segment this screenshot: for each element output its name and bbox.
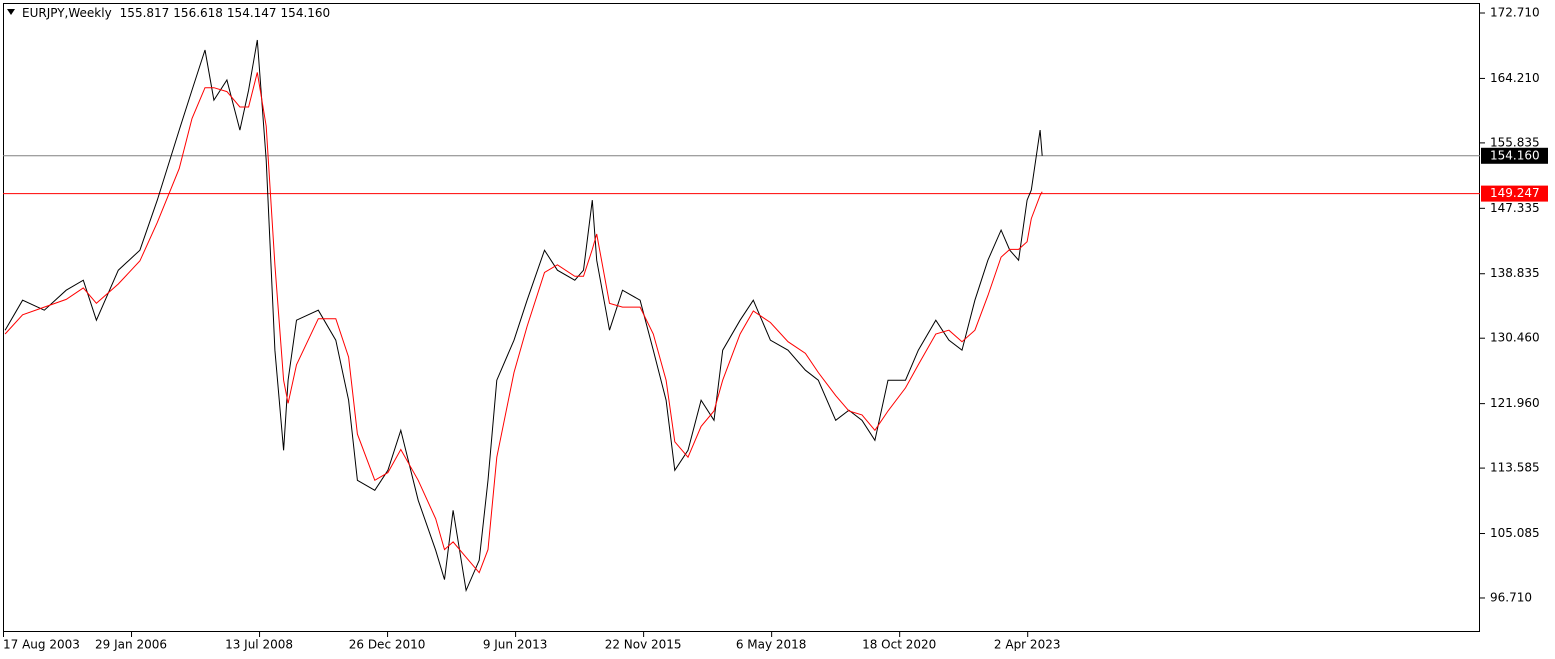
- header: EURJPY,Weekly 155.817 156.618 154.147 154.16…: [22, 6, 330, 20]
- y-tick-label: 155.835: [1490, 135, 1540, 149]
- x-tick-label: 29 Jan 2006: [95, 638, 167, 652]
- moving-average: [4, 72, 1043, 574]
- y-tick-label: 105.085: [1490, 526, 1540, 540]
- y-tick-label: 121.960: [1490, 396, 1540, 410]
- y-tick-label: 113.585: [1490, 461, 1540, 475]
- price-level-label: 154.160: [1490, 148, 1540, 162]
- x-tick-label: 6 May 2018: [736, 638, 807, 652]
- x-tick-label: 9 Jun 2013: [483, 638, 548, 652]
- x-tick-label: 2 Apr 2023: [994, 638, 1061, 652]
- x-tick-label: 18 Oct 2020: [862, 638, 936, 652]
- price-level-box: [1481, 185, 1548, 202]
- y-tick-label: 96.710: [1490, 590, 1532, 604]
- symbol: EURJPY,Weekly: [22, 6, 112, 20]
- symbol-menu-arrow[interactable]: [7, 9, 15, 15]
- price-level-label: 149.247: [1490, 186, 1540, 200]
- y-tick-label: 138.835: [1490, 266, 1540, 280]
- x-tick-label: 17 Aug 2003: [3, 638, 80, 652]
- price-line: [4, 39, 1043, 593]
- y-tick-label: 172.710: [1490, 6, 1540, 20]
- high: 156.618: [173, 6, 223, 20]
- x-tick-label: 22 Nov 2015: [605, 638, 682, 652]
- x-tick-label: 13 Jul 2008: [225, 638, 293, 652]
- y-tick-label: 130.460: [1490, 331, 1540, 345]
- price-level-box: [1481, 147, 1548, 164]
- close: 154.160: [281, 6, 331, 20]
- y-tick-label: 147.335: [1490, 201, 1540, 215]
- low: 154.147: [227, 6, 277, 20]
- x-tick-label: 26 Dec 2010: [349, 638, 426, 652]
- y-tick-label: 164.210: [1490, 71, 1540, 85]
- open: 155.817: [120, 6, 170, 20]
